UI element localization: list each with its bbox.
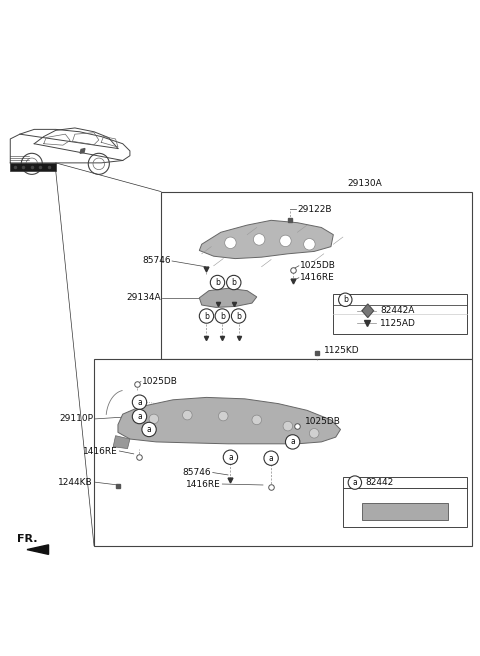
Text: b: b xyxy=(215,278,220,287)
Circle shape xyxy=(227,276,241,290)
Text: 29122B: 29122B xyxy=(298,205,332,214)
Circle shape xyxy=(348,476,361,489)
Text: 82442: 82442 xyxy=(366,478,394,487)
Circle shape xyxy=(210,276,225,290)
Circle shape xyxy=(280,235,291,247)
Circle shape xyxy=(132,395,147,409)
Text: a: a xyxy=(137,412,142,421)
Text: b: b xyxy=(220,312,225,321)
Circle shape xyxy=(231,309,246,323)
Circle shape xyxy=(338,293,352,306)
Text: a: a xyxy=(269,454,274,462)
Text: 1416RE: 1416RE xyxy=(83,447,118,455)
Polygon shape xyxy=(113,436,130,449)
Text: 29110P: 29110P xyxy=(59,415,93,423)
Circle shape xyxy=(286,435,300,449)
Bar xyxy=(333,295,468,334)
Text: 29134A: 29134A xyxy=(126,293,161,302)
Bar xyxy=(161,192,472,359)
Text: a: a xyxy=(147,425,151,434)
Text: 1125KD: 1125KD xyxy=(324,346,360,356)
Text: 29130A: 29130A xyxy=(347,179,382,188)
Text: 1025DB: 1025DB xyxy=(142,377,178,386)
Circle shape xyxy=(149,414,158,424)
Circle shape xyxy=(283,421,293,431)
Circle shape xyxy=(252,415,262,424)
Polygon shape xyxy=(10,163,56,171)
Text: 1025DB: 1025DB xyxy=(305,417,340,426)
Text: b: b xyxy=(231,278,236,287)
Polygon shape xyxy=(199,288,257,308)
Circle shape xyxy=(223,450,238,464)
Text: 1244KB: 1244KB xyxy=(59,478,93,487)
Circle shape xyxy=(310,428,319,438)
Polygon shape xyxy=(27,545,48,554)
Polygon shape xyxy=(118,398,340,444)
Text: FR.: FR. xyxy=(17,533,38,544)
Text: a: a xyxy=(352,478,357,487)
Text: 85746: 85746 xyxy=(142,256,170,266)
Text: 1416RE: 1416RE xyxy=(300,274,335,282)
Circle shape xyxy=(142,422,156,437)
Text: 1416RE: 1416RE xyxy=(186,480,221,489)
Circle shape xyxy=(225,237,236,249)
Bar xyxy=(362,502,448,520)
Bar xyxy=(94,359,472,546)
Text: a: a xyxy=(228,453,233,462)
Polygon shape xyxy=(80,148,85,154)
Text: b: b xyxy=(236,312,241,321)
Polygon shape xyxy=(362,304,373,318)
Text: 1125AD: 1125AD xyxy=(380,319,416,328)
Text: a: a xyxy=(290,438,295,447)
Circle shape xyxy=(253,234,265,245)
Circle shape xyxy=(182,410,192,420)
Text: a: a xyxy=(137,398,142,407)
Circle shape xyxy=(218,411,228,421)
Circle shape xyxy=(304,239,315,250)
Text: 1025DB: 1025DB xyxy=(300,261,336,270)
Circle shape xyxy=(199,309,214,323)
Bar xyxy=(343,478,468,527)
Circle shape xyxy=(215,309,229,323)
Text: 85746: 85746 xyxy=(183,468,211,477)
Text: b: b xyxy=(343,295,348,304)
Text: b: b xyxy=(204,312,209,321)
Text: 82442A: 82442A xyxy=(380,306,415,316)
Polygon shape xyxy=(199,220,333,258)
Circle shape xyxy=(264,451,278,465)
Circle shape xyxy=(132,409,147,424)
